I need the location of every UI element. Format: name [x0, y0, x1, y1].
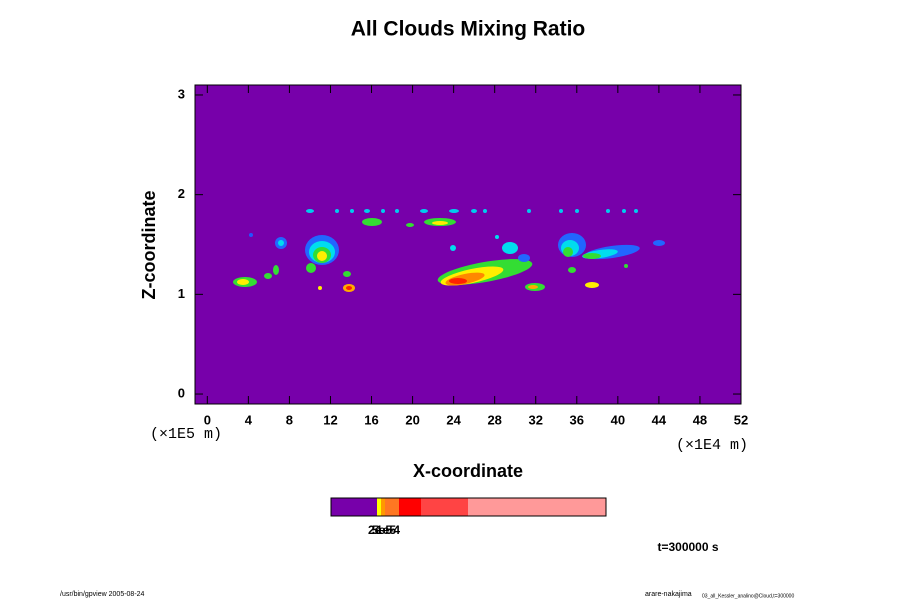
cloud: [585, 282, 599, 288]
cloud: [318, 286, 322, 290]
cloud: [432, 221, 448, 225]
colorbar-segment: [421, 498, 468, 516]
cloud: [273, 265, 279, 275]
y-tick-label: 3: [178, 86, 185, 101]
colorbar-frame: [330, 497, 607, 517]
x-tick-label: 16: [364, 412, 378, 427]
x-tick-label: 36: [570, 412, 584, 427]
cloud: [278, 240, 284, 246]
cloud: [653, 240, 665, 246]
footer-right-small: 03_all_Kessler_analino@Cloud,t=300000: [702, 593, 794, 599]
colorbar-label: 1e-4: [376, 523, 400, 537]
x-tick-label: 32: [529, 412, 543, 427]
cloud: [568, 267, 576, 273]
x-tick-label: 48: [693, 412, 707, 427]
colorbar-label: 2e-5: [368, 523, 392, 537]
cloud: [249, 233, 253, 237]
y-tick-label: 1: [178, 286, 185, 301]
colorbar-segment: [331, 498, 377, 516]
x-tick-label: 0: [204, 412, 211, 427]
y-tick-label: 2: [178, 186, 185, 201]
colorbar-label: 5e-5: [372, 523, 396, 537]
cloud: [406, 223, 414, 227]
cloud: [450, 245, 456, 251]
y-tick-label: 0: [178, 385, 185, 400]
cloud-dots: [306, 209, 638, 213]
cloud: [518, 254, 530, 262]
cloud: [317, 251, 327, 261]
cloud: [346, 286, 352, 290]
colorbar-segment: [377, 498, 381, 516]
x-tick-label: 52: [734, 412, 748, 427]
footer-right: arare-nakajima: [645, 591, 692, 598]
cloud: [306, 263, 316, 273]
colorbar: 2e-55e-51e-4: [330, 497, 607, 537]
contour-field: [233, 209, 665, 292]
colorbar-segment: [385, 498, 399, 516]
colorbar-segment: [468, 498, 606, 516]
cloud: [583, 253, 601, 259]
x-tick-label: 20: [405, 412, 419, 427]
x-tick-label: 4: [245, 412, 253, 427]
cloud: [343, 271, 351, 277]
y-axis-label: Z-coordinate: [139, 190, 159, 299]
chart-title: All Clouds Mixing Ratio: [351, 18, 586, 41]
y-unit: (×1E5 m): [150, 426, 222, 443]
colorbar-segment: [399, 498, 421, 516]
colorbar-segment: [381, 498, 385, 516]
x-axis-label: X-coordinate: [413, 461, 523, 481]
x-tick-label: 28: [487, 412, 501, 427]
footer-left: /usr/bin/gpview 2005-08-24: [60, 591, 145, 598]
cloud: [362, 218, 382, 226]
x-tick-label: 8: [286, 412, 293, 427]
cloud: [528, 285, 538, 289]
cloud: [563, 247, 573, 257]
x-tick-label: 40: [611, 412, 625, 427]
cloud: [624, 264, 628, 268]
x-tick-label: 24: [446, 412, 461, 427]
cloud: [502, 242, 518, 254]
x-tick-label: 12: [323, 412, 337, 427]
time-label: t=300000 s: [657, 540, 718, 554]
plot-frame: [194, 84, 742, 405]
cloud: [495, 235, 499, 239]
cloud: [449, 278, 467, 284]
x-unit: (×1E4 m): [676, 437, 748, 454]
x-tick-label: 44: [652, 412, 667, 427]
cloud: [264, 273, 272, 279]
cloud: [237, 279, 249, 285]
